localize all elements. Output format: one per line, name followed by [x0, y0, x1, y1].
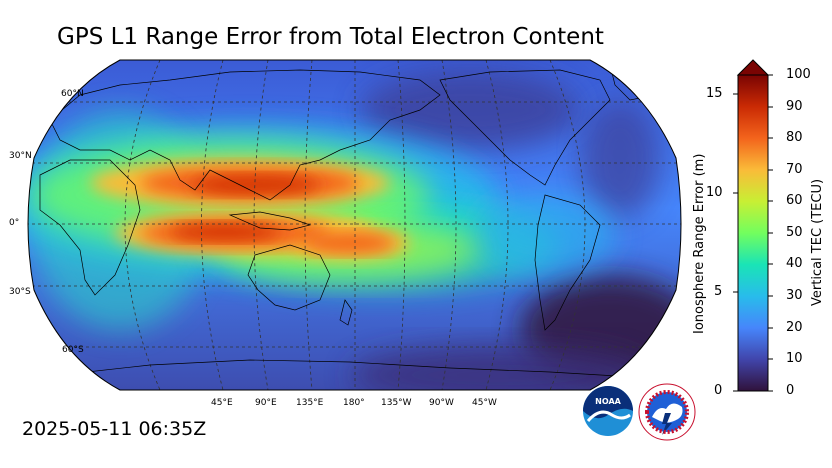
- colorbar-right-tick: 40: [786, 256, 803, 271]
- lon-label: 135°W: [381, 398, 412, 408]
- colorbar-right-axis-label: Vertical TEC (TECU): [810, 178, 825, 306]
- colorbar-right-tick: 50: [786, 225, 803, 240]
- lat-label: 0°: [9, 218, 20, 228]
- lat-label: 60°S: [62, 345, 84, 355]
- colorbar-extend-arrow: [736, 59, 770, 76]
- gridlines: [28, 60, 681, 390]
- colorbar-right-tick: 60: [786, 193, 803, 208]
- lat-label: 30°S: [9, 287, 31, 297]
- colorbar-right-tick: 80: [786, 130, 803, 145]
- coastlines: [39, 64, 656, 379]
- lat-label: 60°N: [61, 89, 84, 99]
- colorbar-right-tick: 20: [786, 320, 803, 335]
- national-weather-service-logo: [638, 383, 696, 441]
- colorbar-right-tick: 90: [786, 99, 803, 114]
- lon-label: 45°E: [211, 398, 233, 408]
- lon-label: 90°W: [429, 398, 454, 408]
- lon-label: 180°: [343, 398, 365, 408]
- colorbar-right-tick: 10: [786, 351, 803, 366]
- lon-label: 135°E: [296, 398, 324, 408]
- lat-label: 30°N: [9, 151, 32, 161]
- timestamp: 2025-05-11 06:35Z: [22, 418, 207, 440]
- colorbar-left-tick: 10: [706, 185, 723, 200]
- colorbar-right-tick: 30: [786, 288, 803, 303]
- lon-label: 45°W: [472, 398, 497, 408]
- colorbar-left-tick: 5: [714, 284, 723, 299]
- map-boundary: [27, 59, 682, 391]
- lon-label: 90°E: [255, 398, 277, 408]
- noaa-logo: NOAA: [583, 386, 633, 436]
- colorbar-left-axis-label: Ionosphere Range Error (m): [692, 153, 707, 334]
- svg-text:NOAA: NOAA: [595, 397, 621, 406]
- colorbar-right-tick: 0: [786, 383, 795, 398]
- colorbar: [733, 59, 773, 392]
- colorbar-left-tick: 0: [714, 383, 723, 398]
- colorbar-gradient: [737, 74, 769, 392]
- tec-field: [28, 60, 681, 390]
- colorbar-right-tick: 70: [786, 162, 803, 177]
- colorbar-right-tick: 100: [786, 67, 811, 82]
- colorbar-left-tick: 15: [706, 86, 723, 101]
- map-title: GPS L1 Range Error from Total Electron C…: [57, 24, 604, 50]
